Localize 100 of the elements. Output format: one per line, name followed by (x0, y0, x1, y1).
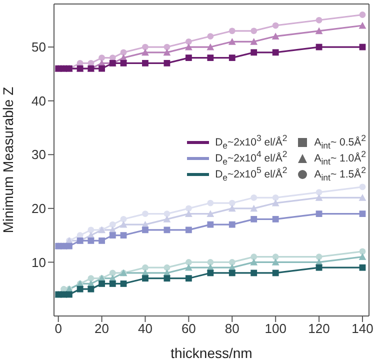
point (66, 242, 72, 250)
y-axis-title: Minimum Measurable Z (0, 86, 16, 234)
point (98, 237, 105, 244)
point (228, 221, 236, 228)
point (164, 264, 170, 271)
point (272, 22, 279, 29)
point (163, 48, 171, 56)
x-tick-label: 0 (54, 321, 62, 336)
x-axis-title: thickness/nm (170, 345, 252, 361)
annotation: A$_{int}$~ 1.0Å$^{2}$ (314, 149, 366, 167)
point (250, 204, 258, 212)
point (164, 44, 170, 50)
point (207, 221, 214, 228)
point (228, 200, 236, 206)
point (207, 54, 214, 61)
point (88, 237, 94, 244)
point (142, 226, 148, 234)
x-tick-label: 100 (264, 321, 286, 336)
point (359, 210, 366, 217)
point (120, 220, 128, 228)
point (315, 194, 323, 201)
point (120, 216, 127, 222)
y-tick-label: 10 (32, 254, 46, 270)
x-tick-label: 140 (352, 321, 374, 336)
point (272, 49, 279, 56)
point (250, 258, 258, 266)
point (228, 28, 236, 34)
point (164, 275, 170, 282)
point (109, 270, 116, 276)
legend-label: D$_{e}$~2x10$^{4}$ el/Å$^{2}$ (215, 149, 288, 167)
annotation: A$_{int}$~ 0.5Å$^{2}$ (314, 133, 366, 151)
point (142, 264, 148, 271)
point (120, 232, 127, 239)
point (272, 270, 279, 276)
point (316, 254, 322, 260)
point (250, 28, 258, 34)
point (228, 38, 236, 45)
point (250, 270, 258, 276)
point (76, 286, 84, 292)
legend-label: D$_{e}$~2x10$^{5}$ el/Å$^{2}$ (215, 165, 288, 183)
point (358, 194, 366, 201)
point (228, 270, 236, 276)
point (109, 221, 116, 228)
point (142, 48, 149, 56)
point (359, 12, 366, 18)
point (185, 38, 192, 45)
point (250, 216, 258, 222)
point (120, 280, 127, 287)
x-tick-label: 20 (94, 321, 110, 336)
y-tick-label: 40 (32, 93, 46, 108)
point (88, 226, 94, 234)
point (164, 60, 170, 66)
x-tick-label: 120 (308, 321, 330, 336)
point (250, 194, 258, 201)
point (272, 194, 279, 201)
point (184, 264, 192, 271)
point (109, 232, 116, 239)
point (272, 254, 279, 260)
point (206, 210, 214, 217)
point (207, 200, 214, 206)
point (359, 264, 366, 271)
point (250, 254, 258, 260)
point (120, 49, 127, 56)
point (316, 16, 322, 24)
point (185, 54, 192, 61)
point (185, 275, 192, 282)
point (142, 210, 148, 217)
point (164, 226, 170, 234)
point (88, 275, 94, 282)
x-tick-label: 60 (181, 321, 196, 336)
point (142, 44, 148, 50)
point (98, 54, 105, 61)
point (207, 270, 214, 276)
point (88, 286, 94, 292)
point (185, 205, 192, 212)
point (250, 38, 258, 45)
point (185, 259, 192, 266)
point (315, 27, 323, 34)
annotation: A$_{int}$~ 1.5Å$^{2}$ (314, 165, 366, 183)
point (120, 60, 127, 66)
point (184, 210, 192, 217)
point (272, 216, 279, 222)
point (207, 33, 214, 40)
point (359, 184, 366, 190)
point (272, 199, 280, 206)
x-tick-label: 40 (138, 321, 152, 336)
x-tick-label: 80 (224, 321, 240, 336)
point (250, 49, 258, 56)
point (316, 189, 322, 196)
point (359, 248, 366, 255)
point (358, 22, 366, 29)
point (207, 259, 214, 266)
point (184, 43, 192, 50)
y-tick-label: 20 (32, 201, 46, 216)
point (316, 210, 322, 217)
point (164, 210, 170, 217)
point (163, 215, 171, 222)
y-tick-label: 30 (32, 147, 46, 162)
point (142, 275, 148, 282)
point (316, 264, 322, 271)
